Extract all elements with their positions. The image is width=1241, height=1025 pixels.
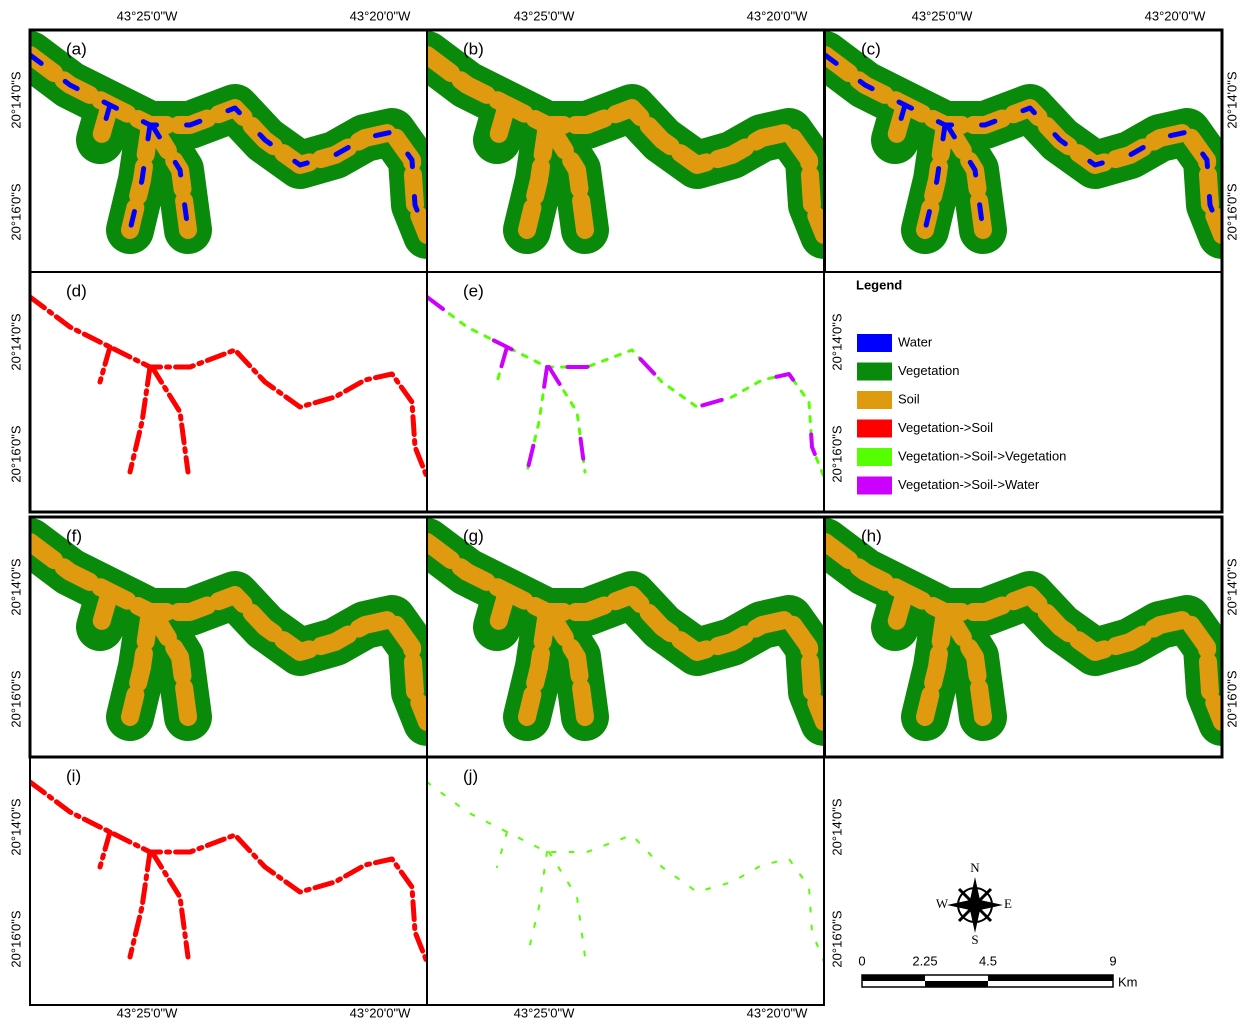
panel-label: (g) (463, 526, 484, 545)
latitude-label: 20°16'0"S (8, 910, 23, 967)
scale-seg (925, 981, 988, 987)
scale-seg (862, 975, 925, 981)
map-content (825, 542, 1222, 722)
panel-label: (a) (66, 39, 87, 58)
longitude-label: 43°25'0"W (117, 8, 178, 23)
longitude-label: 43°20'0"W (350, 1005, 411, 1020)
longitude-label: 43°20'0"W (350, 8, 411, 23)
panel-label: (d) (66, 281, 87, 300)
longitude-label: 43°20'0"W (1145, 8, 1206, 23)
panel-label: (f) (66, 526, 82, 545)
panel-label: (e) (463, 281, 484, 300)
change-soil (30, 782, 427, 962)
panel-label: (h) (861, 526, 882, 545)
map-content (30, 542, 427, 722)
longitude-label: 43°25'0"W (514, 8, 575, 23)
scale-seg (988, 975, 1113, 981)
map-panel: (c) (825, 30, 1222, 272)
latitude-label: 20°14'0"S (829, 798, 844, 855)
latitude-label: 20°16'0"S (829, 910, 844, 967)
latitude-label: 20°16'0"S (8, 425, 23, 482)
legend-swatch (857, 448, 892, 466)
map-content (825, 55, 1222, 235)
scale-unit: Km (1118, 974, 1138, 989)
panel-label: (c) (861, 39, 881, 58)
compass-letter: S (971, 932, 978, 947)
legend-swatch (857, 334, 892, 352)
latitude-label: 20°14'0"S (8, 558, 23, 615)
longitude-label: 43°20'0"W (747, 8, 808, 23)
latitude-label: 20°16'0"S (1224, 670, 1239, 727)
latitude-label: 20°16'0"S (8, 670, 23, 727)
latitude-label: 20°16'0"S (1224, 183, 1239, 240)
change-soil (30, 297, 427, 477)
panel-label: (b) (463, 39, 484, 58)
latitude-label: 20°14'0"S (8, 313, 23, 370)
latitude-label: 20°14'0"S (829, 313, 844, 370)
latitude-label: 20°14'0"S (8, 798, 23, 855)
compass-letter: E (1004, 896, 1012, 911)
panel-border (30, 272, 427, 512)
map-panel: (h) (825, 517, 1222, 757)
longitude-label: 43°25'0"W (912, 8, 973, 23)
map-panel: (d) (30, 272, 427, 512)
latitude-label: 20°14'0"S (1224, 71, 1239, 128)
figure: (a) (b) (c) (d) (e) (f) (g) (h) (i) (j) 43°25'0"W 4… (0, 0, 1241, 1025)
panel-border (427, 757, 824, 1005)
legend-swatch (857, 391, 892, 409)
map-panel: (j) (427, 757, 824, 1005)
map-content (427, 542, 824, 722)
legend-swatch (857, 477, 892, 495)
panel-label: (j) (463, 766, 478, 785)
legend-label: Vegetation (898, 363, 959, 378)
panel-border (427, 272, 824, 512)
change-veg (427, 782, 824, 962)
map-panel: (f) (30, 517, 427, 757)
latitude-label: 20°14'0"S (8, 71, 23, 128)
latitude-label: 20°16'0"S (8, 183, 23, 240)
legend-swatch (857, 363, 892, 381)
scale-label: 2.25 (912, 953, 937, 968)
map-panel: (e) (427, 272, 824, 512)
map-panel: (b) (427, 30, 824, 272)
legend-title: Legend (856, 277, 902, 292)
compass-letter: W (936, 896, 949, 911)
legend-label: Vegetation->Soil->Water (898, 477, 1040, 492)
legend-label: Soil (898, 391, 920, 406)
latitude-label: 20°16'0"S (829, 425, 844, 482)
panel-border (30, 757, 427, 1005)
map-content (30, 297, 427, 477)
map-panel: (a) (30, 30, 427, 272)
legend-swatch (857, 420, 892, 438)
map-content (427, 55, 824, 235)
legend-label: Vegetation->Soil->Vegetation (898, 448, 1066, 463)
legend-label: Water (898, 334, 933, 349)
compass-letter: N (970, 860, 980, 875)
map-content (30, 55, 427, 235)
change-water (427, 297, 824, 477)
map-content (427, 782, 824, 962)
scale-label: 0 (858, 953, 865, 968)
longitude-label: 43°25'0"W (514, 1005, 575, 1020)
map-content (427, 297, 824, 477)
legend-label: Vegetation->Soil (898, 420, 993, 435)
map-panel: (g) (427, 517, 824, 757)
longitude-label: 43°20'0"W (747, 1005, 808, 1020)
scale-label: 4.5 (979, 953, 997, 968)
panel-label: (i) (66, 766, 81, 785)
map-content (30, 782, 427, 962)
longitude-label: 43°25'0"W (117, 1005, 178, 1020)
change-veg (427, 297, 824, 477)
scale-label: 9 (1109, 953, 1116, 968)
latitude-label: 20°14'0"S (1224, 558, 1239, 615)
map-panel: (i) (30, 757, 427, 1005)
